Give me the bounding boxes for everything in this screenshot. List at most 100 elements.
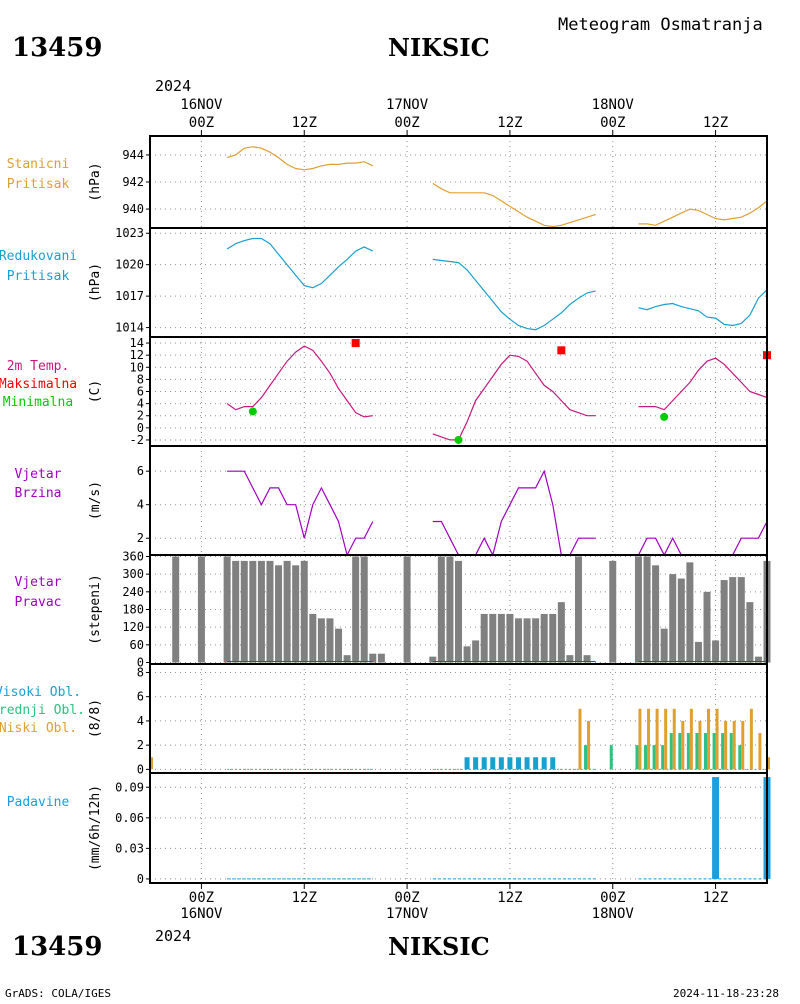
meteogram-title: Meteogram Osmatranja [558,15,763,35]
panel-label: Padavine [7,795,70,810]
generation-timestamp: 2024-11-18-23:28 [673,987,779,1000]
panel-clouds: 0 2 4 6 8 Visoki Obl. Srednji Obl. Niski Obl. (8… [0,663,770,776]
y-tick-label: 12 [130,348,144,362]
top-hour-label: 00Z [600,115,625,131]
wind-direction-bar [583,655,591,663]
station-id-bottom: 13459 [12,932,102,962]
wind-direction-bar [360,556,368,663]
cloud-bar [473,757,479,770]
cloud-bar [464,757,470,770]
wind-direction-bar [746,602,754,663]
wind-direction-bar [703,591,711,663]
cloud-bar [515,757,521,770]
cloud-bar [721,733,725,770]
panel-unit: (hPa) [88,162,103,201]
top-day-label: 16NOV [180,97,223,113]
wind-direction-bar [506,613,514,663]
panel-unit: (hPa) [88,263,103,302]
bottom-day-label: 16NOV [180,906,223,922]
cloud-bar [609,745,613,770]
wind-direction-bar [292,565,300,663]
wind-direction-bar [257,560,265,663]
cloud-bar [587,720,591,770]
cloud-bar [724,720,728,770]
panel-label: Pritisak [7,269,70,284]
wind-direction-bar [240,560,248,663]
y-tick-label: 0 [137,656,144,670]
wind-direction-bar [712,640,720,663]
panel-unit: (mm/6h/12h) [88,785,103,871]
wind-direction-bar [326,618,334,663]
cloud-bar [669,733,673,770]
wind-direction-bar [463,646,471,663]
y-tick-label: 1020 [115,258,144,272]
top-hour-label: 00Z [394,115,419,131]
cloud-bar [738,745,742,770]
cloud-bar [695,733,699,770]
cloud-bar [533,757,539,770]
bottom-day-label: 17NOV [386,906,429,922]
panel-unit: (stepeni) [88,574,103,644]
y-tick-label: 1017 [115,289,144,303]
panel-label: 2m Temp. [7,359,70,374]
y-tick-label: 120 [122,620,144,634]
y-tick-label: 1014 [115,321,144,335]
wind-direction-bar [634,556,642,663]
y-tick-label: 944 [122,148,144,162]
y-tick-label: 4 [137,714,144,728]
y-tick-label: 2 [137,531,144,545]
grads-credit: GrADS: COLA/IGES [5,987,111,1000]
cloud-bar [678,733,682,770]
panel-label: Pritisak [7,177,70,192]
wind-direction-bar [172,556,180,663]
cloud-bar [635,745,639,770]
wind-direction-bar [549,613,557,663]
wind-direction-bar [532,618,540,663]
cloud-bar [672,708,676,770]
cloud-bar [758,733,762,770]
cloud-bar [655,708,659,770]
wind-direction-bar [497,613,505,663]
top-day-label: 18NOV [592,97,635,113]
y-tick-label: 360 [122,549,144,563]
top-hour-label: 12Z [292,115,317,131]
panel-label: Srednji Obl. [0,703,85,718]
wind-direction-bar [472,640,480,663]
cloud-bar [732,720,736,770]
wind-direction-bar [300,560,308,663]
panel-unit: (m/s) [88,481,103,520]
wind-direction-bar [652,565,660,663]
y-tick-label: 1023 [115,226,144,240]
cloud-bar [767,757,770,770]
cloud-bar [524,757,530,770]
wind-direction-bar [429,656,437,663]
wind-direction-bar [317,618,325,663]
panel-label: Stanicni [7,157,70,172]
cloud-bar [715,708,719,770]
wind-direction-bar [283,560,291,663]
wind-direction-bar [309,613,317,663]
cloud-bar [729,733,733,770]
temperature-line [226,345,373,418]
wind-direction-bar [403,556,411,663]
y-tick-label: 0 [137,421,144,435]
y-tick-label: 8 [137,372,144,386]
top-day-label: 17NOV [386,97,429,113]
cloud-bar [578,708,582,770]
cloud-bar [689,708,693,770]
max-temp-marker [351,339,360,348]
wind-direction-bar [694,641,702,663]
y-tick-label: 0.09 [115,780,144,794]
wind-direction-bar [249,560,257,663]
bottom-hour-label: 12Z [497,890,522,906]
cloud-bar [644,745,648,770]
wind-direction-bar [514,618,522,663]
y-tick-label: 2 [137,409,144,423]
y-tick-label: 4 [137,498,144,512]
cloud-bar [647,708,651,770]
cloud-bar [150,757,153,770]
cloud-bar [712,733,716,770]
cloud-bar [749,708,753,770]
wind-direction-bar [335,628,343,663]
